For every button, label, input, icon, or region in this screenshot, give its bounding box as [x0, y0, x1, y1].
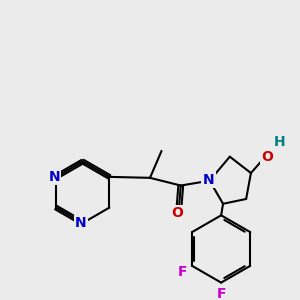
Text: N: N — [48, 170, 60, 184]
Text: F: F — [216, 287, 226, 300]
Text: H: H — [274, 135, 286, 149]
Text: F: F — [177, 265, 187, 279]
Text: O: O — [171, 206, 183, 220]
Text: N: N — [203, 173, 214, 187]
Text: O: O — [261, 150, 273, 164]
Text: N: N — [75, 216, 87, 230]
